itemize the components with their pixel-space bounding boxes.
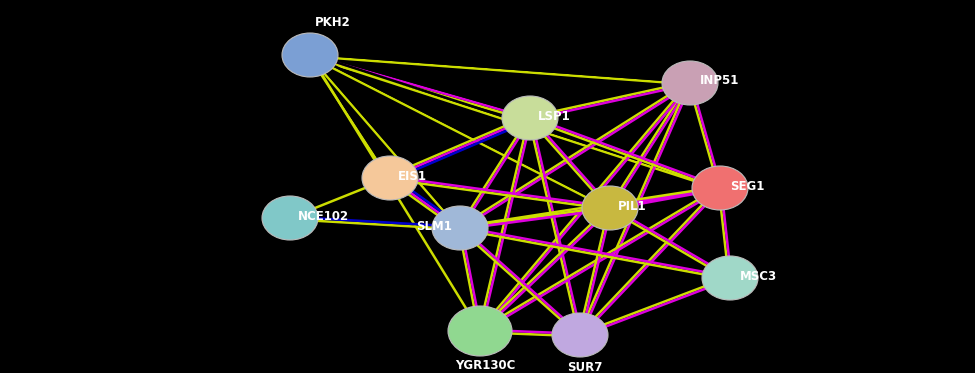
Ellipse shape	[282, 33, 338, 77]
Text: SUR7: SUR7	[567, 361, 603, 373]
Ellipse shape	[552, 313, 608, 357]
Text: SEG1: SEG1	[730, 179, 764, 192]
Text: EIS1: EIS1	[398, 169, 427, 182]
Text: YGR130C: YGR130C	[454, 359, 515, 372]
Ellipse shape	[262, 196, 318, 240]
Text: LSP1: LSP1	[538, 110, 570, 122]
Text: SLM1: SLM1	[416, 219, 452, 232]
Text: PIL1: PIL1	[618, 200, 646, 213]
Text: INP51: INP51	[700, 75, 739, 88]
Ellipse shape	[362, 156, 418, 200]
Text: NCE102: NCE102	[298, 210, 349, 223]
Ellipse shape	[502, 96, 558, 140]
Ellipse shape	[432, 206, 488, 250]
Ellipse shape	[662, 61, 718, 105]
Text: PKH2: PKH2	[315, 16, 351, 29]
Ellipse shape	[702, 256, 758, 300]
Ellipse shape	[692, 166, 748, 210]
Ellipse shape	[448, 306, 512, 356]
Ellipse shape	[582, 186, 638, 230]
Text: MSC3: MSC3	[740, 270, 777, 282]
